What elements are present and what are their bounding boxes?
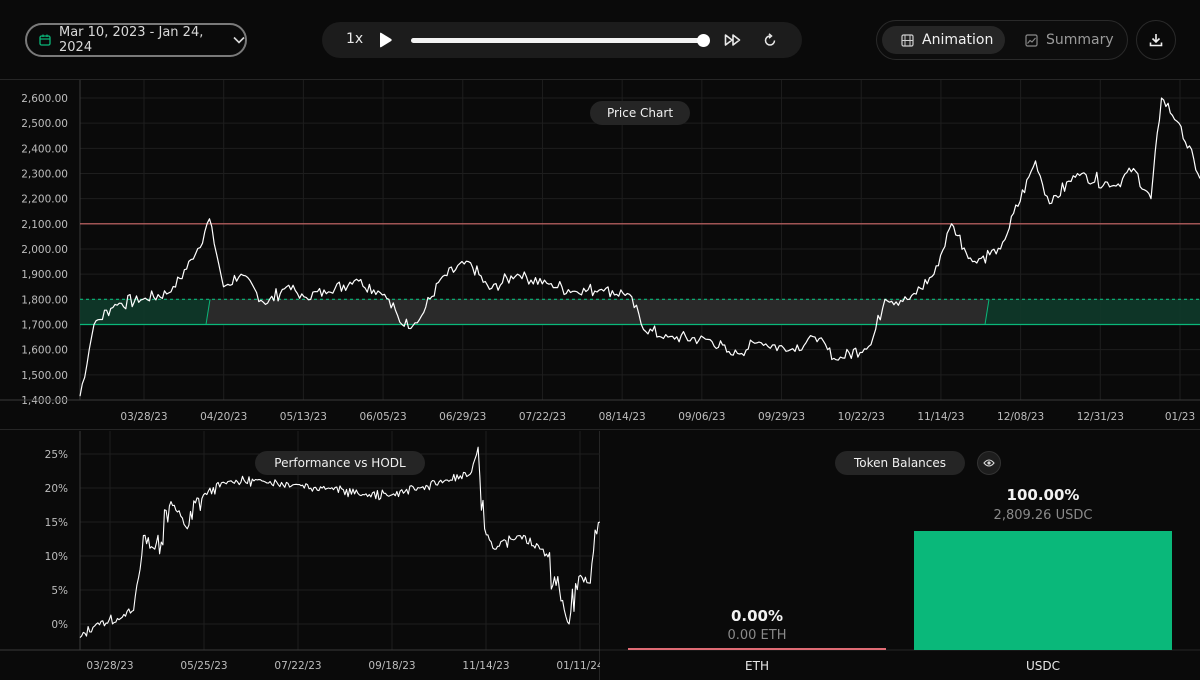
perf-y-tick-label: 10% xyxy=(45,551,68,563)
price-x-tick-label: 11/14/23 xyxy=(917,411,964,423)
price-series-line xyxy=(79,97,1200,397)
performance-chart-panel: 25% 20% 15% 10% 5% 0% 03/28/23 05/25/23 07/22/23… xyxy=(0,431,604,680)
price-y-tick-label: 2,100.00 xyxy=(21,219,68,231)
perf-y-tick-label: 15% xyxy=(45,517,68,529)
usdc-amount: 2,809.26 USDC xyxy=(993,508,1093,523)
toolbar: Mar 10, 2023 - Jan 24, 2024 1x xyxy=(0,0,1200,80)
tab-animation-label: Animation xyxy=(922,32,994,48)
token-balances-title: Token Balances xyxy=(835,451,965,475)
fast-forward-icon[interactable] xyxy=(724,32,742,48)
view-toggle: Animation Summary xyxy=(876,20,1128,60)
date-range-label: Mar 10, 2023 - Jan 24, 2024 xyxy=(59,25,204,55)
price-y-tick-label: 2,400.00 xyxy=(21,143,68,155)
price-y-tick-label: 1,600.00 xyxy=(21,345,68,357)
price-y-tick-label: 1,800.00 xyxy=(21,294,68,306)
perf-x-tick-label: 01/11/24 xyxy=(556,660,600,672)
perf-series-line xyxy=(79,446,601,638)
price-x-tick-label: 01/23 xyxy=(1165,411,1195,423)
perf-x-tick-label: 07/22/23 xyxy=(274,660,321,672)
price-x-tick-label: 06/05/23 xyxy=(359,411,406,423)
price-x-tick-label: 03/28/23 xyxy=(120,411,167,423)
price-x-tick-label: 12/31/23 xyxy=(1077,411,1124,423)
range-band-3 xyxy=(985,299,1200,325)
perf-y-tick-label: 20% xyxy=(45,483,68,495)
balance-bar-usdc xyxy=(914,531,1172,650)
download-button[interactable] xyxy=(1136,20,1176,60)
price-y-tick-label: 1,500.00 xyxy=(21,370,68,382)
price-y-tick-label: 2,600.00 xyxy=(21,93,68,105)
tab-summary[interactable]: Summary xyxy=(1019,26,1119,54)
eye-icon xyxy=(983,459,995,467)
price-x-tick-label: 09/29/23 xyxy=(758,411,805,423)
price-chart-panel: 2,600.00 2,500.00 2,400.00 2,300.00 2,200.00… xyxy=(0,80,1200,430)
image-chart-icon xyxy=(1025,33,1038,47)
film-icon xyxy=(901,33,914,47)
perf-x-tick-label: 05/25/23 xyxy=(180,660,227,672)
eth-amount: 0.00 ETH xyxy=(727,628,787,643)
price-x-tick-label: 04/20/23 xyxy=(200,411,247,423)
performance-chart: 25% 20% 15% 10% 5% 0% 03/28/23 05/25/23 07/22/23… xyxy=(0,431,604,672)
perf-x-tick-label: 11/14/23 xyxy=(462,660,509,672)
perf-x-tick-label: 09/18/23 xyxy=(368,660,415,672)
progress-fill xyxy=(411,38,703,43)
price-y-tick-label: 2,500.00 xyxy=(21,118,68,130)
price-y-tick-label: 2,200.00 xyxy=(21,194,68,206)
price-x-tick-label: 07/22/23 xyxy=(519,411,566,423)
price-x-tick-label: 05/13/23 xyxy=(280,411,327,423)
balance-bar-eth xyxy=(628,648,886,650)
eth-percent: 0.00% xyxy=(730,607,784,625)
price-y-tick-label: 1,900.00 xyxy=(21,269,68,281)
eth-label: ETH xyxy=(745,659,769,673)
price-y-tick-label: 2,300.00 xyxy=(21,169,68,181)
calendar-icon xyxy=(39,34,51,46)
playback-controls: 1x xyxy=(322,22,802,58)
token-balances-panel: Token Balances 0.00% 0.00 ETH 100.00% 2,… xyxy=(600,431,1200,680)
progress-slider[interactable] xyxy=(411,34,710,47)
token-balance-bars xyxy=(600,531,1200,651)
tab-summary-label: Summary xyxy=(1046,32,1114,48)
price-y-tick-label: 1,700.00 xyxy=(21,320,68,332)
price-x-tick-label: 12/08/23 xyxy=(997,411,1044,423)
range-shift-1 xyxy=(205,299,211,325)
price-x-tick-label: 08/14/23 xyxy=(599,411,646,423)
range-band-1 xyxy=(80,299,210,325)
perf-x-tick-label: 03/28/23 xyxy=(86,660,133,672)
date-range-picker[interactable]: Mar 10, 2023 - Jan 24, 2024 xyxy=(25,23,247,57)
chevron-down-icon xyxy=(233,36,245,44)
price-x-tick-label: 10/22/23 xyxy=(838,411,885,423)
price-x-tick-label: 06/29/23 xyxy=(439,411,486,423)
range-band-2 xyxy=(206,299,989,325)
perf-y-tick-label: 5% xyxy=(51,585,68,597)
speed-selector[interactable]: 1x xyxy=(346,31,364,47)
price-y-tick-label: 2,000.00 xyxy=(21,244,68,256)
price-chart-title: Price Chart xyxy=(590,101,690,125)
price-x-tick-label: 09/06/23 xyxy=(678,411,725,423)
usdc-label: USDC xyxy=(1025,659,1061,673)
range-shift-2 xyxy=(984,299,990,325)
download-icon xyxy=(1149,34,1163,47)
usdc-percent: 100.00% xyxy=(1006,486,1080,504)
play-icon[interactable] xyxy=(376,31,394,49)
tab-animation[interactable]: Animation xyxy=(882,26,1005,54)
reset-icon[interactable] xyxy=(762,32,778,48)
performance-chart-title: Performance vs HODL xyxy=(255,451,425,475)
price-chart: 2,600.00 2,500.00 2,400.00 2,300.00 2,200.00… xyxy=(0,80,1200,423)
perf-y-tick-label: 25% xyxy=(45,449,68,461)
price-y-tick-label: 1,400.00 xyxy=(21,395,68,407)
visibility-toggle[interactable] xyxy=(977,451,1001,475)
perf-y-tick-label: 0% xyxy=(51,619,68,631)
progress-thumb[interactable] xyxy=(697,34,710,47)
